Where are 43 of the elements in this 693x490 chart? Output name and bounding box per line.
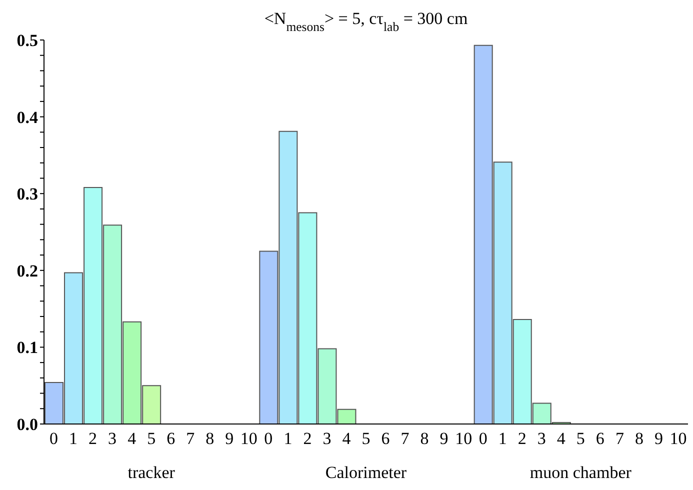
x-tick-label: 7 [615, 429, 624, 448]
x-tick-label: 5 [576, 429, 585, 448]
y-tick-label: 0.3 [16, 184, 38, 204]
x-tick-label: 10 [240, 429, 258, 448]
y-tick-label: 0.1 [16, 338, 38, 358]
x-tick-label: 3 [322, 429, 332, 448]
x-tick-label: 8 [420, 429, 429, 448]
text: tracker [128, 463, 176, 482]
x-tick-label: 4 [342, 429, 352, 448]
x-tick-label: 7 [400, 429, 410, 448]
x-tick-label: 0 [264, 429, 273, 448]
x-tick-label: 3 [108, 429, 117, 448]
x-tick-label: 9 [225, 429, 234, 448]
y-tick-label: 0.0 [16, 415, 38, 434]
x-tick-label: 9 [440, 429, 448, 448]
x-tick-label: 5 [147, 429, 156, 448]
x-tick-label: 10 [455, 429, 472, 448]
x-tick-label: 8 [634, 429, 644, 448]
x-tick-label: 1 [498, 429, 507, 448]
x-tick-label: 6 [381, 429, 390, 448]
x-tick-label: 4 [128, 429, 137, 448]
x-tick-label: 7 [186, 429, 196, 448]
x-tick-label: 5 [362, 429, 370, 448]
x-tick-label: 0 [50, 429, 58, 448]
x-tick-label: 2 [88, 429, 98, 448]
x-tick-label: 2 [518, 429, 526, 448]
x-tick-label: 10 [670, 429, 687, 448]
x-tick-label: 1 [284, 429, 292, 448]
text: muon chamber [530, 463, 632, 482]
x-tick-label: 2 [303, 429, 312, 448]
y-tick-label: 0.4 [16, 108, 38, 127]
chart-title: <N$_{mesons}$> = 5, cτ$_{lab}$ = 300 cm [264, 9, 468, 34]
x-tick-label: 3 [537, 429, 546, 448]
x-tick-label: 8 [206, 429, 214, 448]
x-tick-label: 1 [69, 429, 78, 448]
x-tick-label: 9 [654, 429, 663, 448]
text: Calorimeter [325, 463, 407, 482]
y-tick-label: 0.2 [16, 261, 38, 280]
x-tick-label: 0 [478, 429, 488, 448]
y-tick-label: 0.5 [16, 31, 38, 50]
x-tick-label: 6 [166, 429, 176, 448]
x-tick-label: 6 [596, 429, 604, 448]
x-tick-label: 4 [556, 429, 566, 448]
